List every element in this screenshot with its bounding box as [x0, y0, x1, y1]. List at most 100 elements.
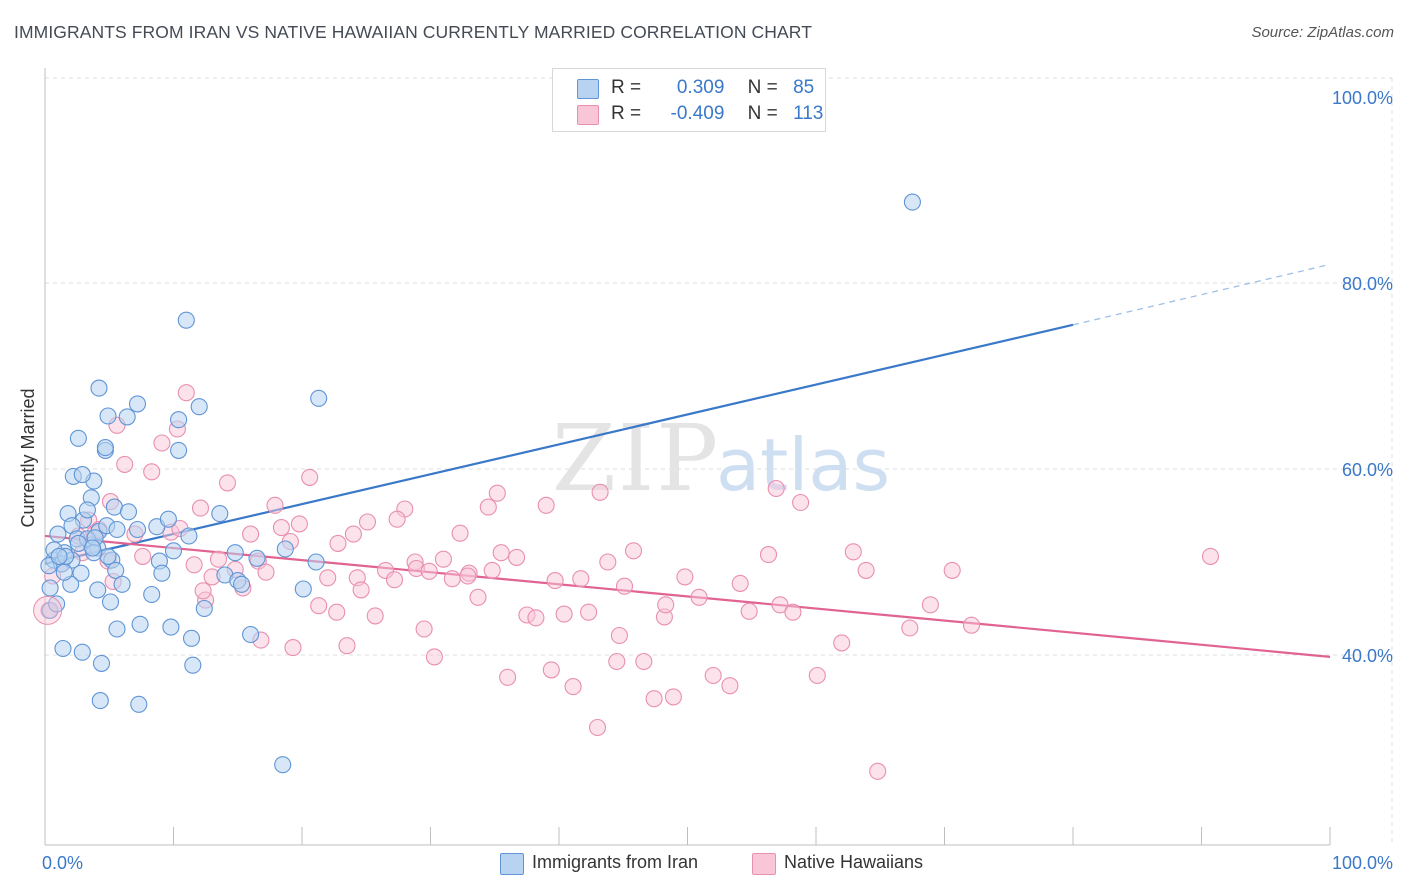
hawaiian-point: [599, 553, 617, 571]
hawaiian-point: [588, 718, 607, 737]
hawaiian-point: [218, 474, 237, 492]
iran-point: [143, 585, 161, 604]
iran-point: [108, 620, 126, 638]
watermark: ZIP atlas: [552, 405, 890, 512]
iran-point: [177, 311, 195, 329]
y-tick-label: 60.0%: [1342, 460, 1393, 480]
hawaiian-point: [542, 661, 560, 679]
iran-point: [159, 510, 177, 528]
n-value-iran: 85: [793, 77, 815, 98]
hawaiian-point: [338, 637, 356, 655]
iran-point: [48, 595, 66, 613]
hawaiian-point: [310, 597, 328, 615]
bottom-legend-hawaiian: Native Hawaiians: [752, 852, 952, 878]
iran-point: [113, 575, 131, 593]
hawaiian-point: [33, 595, 63, 625]
hawaiian-point: [290, 515, 308, 533]
iran-trend-line: [44, 323, 1074, 565]
hawaiian-point: [420, 562, 438, 580]
bottom-legend-iran: Immigrants from Iran: [500, 852, 730, 878]
hawaiian-point: [366, 607, 384, 625]
iran-point: [153, 564, 171, 582]
iran-point: [184, 656, 202, 674]
hawaiian-point: [635, 652, 653, 671]
correlation-legend: R = 0.309 N = 85 R = -0.409 N = 113: [552, 68, 826, 132]
iran-point: [242, 625, 260, 644]
hawaiian-point: [857, 561, 875, 579]
iran-point: [92, 654, 111, 672]
hawaiian-point: [833, 634, 851, 652]
hawaiian-point: [808, 666, 826, 685]
hawaiian-point: [615, 577, 634, 595]
n-label: N =: [747, 103, 778, 124]
hawaiian-point: [425, 648, 443, 666]
iran-point: [72, 564, 90, 582]
y-tick-label: 40.0%: [1342, 646, 1393, 666]
hawaiian-point: [191, 499, 210, 517]
bottom-legend-label-hawaiian: Native Hawaiians: [784, 852, 924, 872]
hawaiian-point: [443, 570, 461, 588]
bottom-legend-swatch-hawaiian: [752, 853, 776, 875]
iran-point: [49, 525, 67, 543]
hawaiian-point: [194, 582, 212, 600]
iran-point: [99, 407, 117, 425]
hawaiian-point: [537, 496, 555, 514]
hawaiian-point: [352, 581, 370, 599]
iran-point: [96, 439, 114, 457]
r-value-iran: 0.309: [676, 77, 725, 98]
iran-point: [54, 639, 72, 658]
hawaiian-point: [759, 546, 778, 564]
hawaiian-point: [388, 510, 406, 528]
hawaiian-point: [664, 688, 682, 706]
hawaiian-point: [483, 561, 501, 579]
hawaiian-point: [469, 588, 487, 606]
iran-point: [248, 549, 266, 567]
tick-labels: 40.0% 60.0% 80.0% 100.0% 0.0% 100.0%: [42, 88, 1393, 873]
y-axis-label: Currently Married: [18, 388, 38, 527]
n-label: N =: [747, 77, 778, 98]
iran-point: [226, 544, 244, 562]
iran-point: [50, 547, 68, 565]
hawaiian-point: [499, 668, 517, 686]
x-tick-label-min: 0.0%: [42, 853, 83, 873]
iran-point: [69, 534, 87, 552]
iran-point: [211, 505, 229, 523]
r-label: R =: [611, 77, 642, 98]
iran-point: [69, 429, 87, 447]
iran-point: [307, 553, 325, 571]
hawaiian-point: [451, 524, 469, 542]
legend-text-iran: R = 0.309 N = 85: [611, 77, 814, 99]
iran-point: [131, 615, 149, 633]
hawaiian-point: [740, 602, 758, 620]
hawaiian-point: [731, 574, 749, 592]
iran-point: [101, 593, 120, 611]
hawaiian-point: [328, 603, 346, 621]
hawaiian-point: [209, 550, 228, 568]
watermark-atlas: atlas: [716, 423, 890, 507]
hawaiian-point: [116, 455, 134, 473]
hawaiian-point: [492, 544, 510, 562]
hawaiian-point: [385, 571, 404, 589]
n-value-hawaiian: 113: [793, 103, 824, 124]
hawaiian-point: [767, 479, 785, 498]
iran-point: [83, 539, 102, 557]
hawaiian-point: [591, 483, 609, 501]
iran-point: [170, 411, 188, 429]
data-points: [33, 193, 1220, 780]
iran-point: [108, 520, 126, 539]
hawaiian-point: [479, 498, 497, 516]
iran-point: [294, 580, 312, 598]
iran-point: [182, 629, 201, 647]
iran-point: [162, 618, 180, 636]
hawaiian-point: [546, 572, 564, 590]
hawaiian-point: [329, 534, 347, 552]
hawaiian-point: [153, 434, 171, 452]
iran-point: [128, 395, 147, 413]
hawaiian-point: [284, 639, 302, 657]
iran-point: [276, 540, 294, 558]
source-label: Source: ZipAtlas.com: [1251, 24, 1394, 41]
watermark-zip: ZIP: [552, 405, 720, 512]
iran-point: [118, 408, 136, 426]
hawaiian-point: [921, 596, 939, 614]
